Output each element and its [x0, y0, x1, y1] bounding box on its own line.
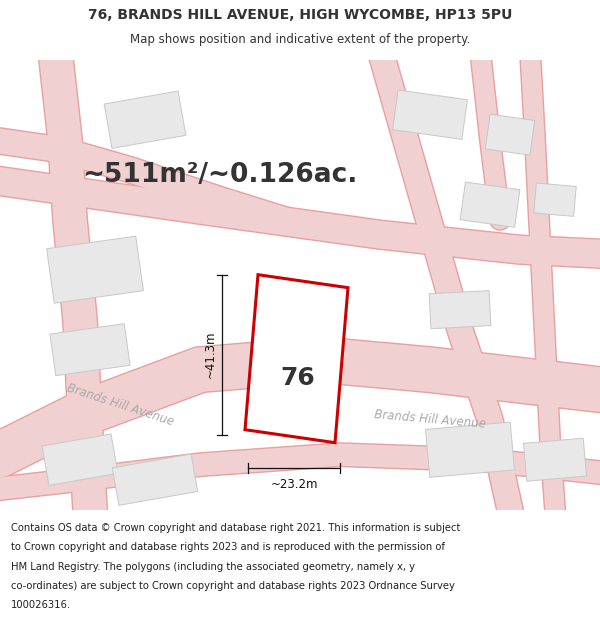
- Bar: [104, 91, 186, 148]
- Text: Brands Hill Avenue: Brands Hill Avenue: [374, 408, 486, 431]
- Text: ~511m²/~0.126ac.: ~511m²/~0.126ac.: [82, 162, 358, 188]
- Text: 100026316.: 100026316.: [11, 600, 71, 610]
- Bar: [429, 291, 491, 329]
- Bar: [50, 324, 130, 376]
- Bar: [523, 438, 587, 481]
- Text: Map shows position and indicative extent of the property.: Map shows position and indicative extent…: [130, 32, 470, 46]
- Text: 76, BRANDS HILL AVENUE, HIGH WYCOMBE, HP13 5PU: 76, BRANDS HILL AVENUE, HIGH WYCOMBE, HP…: [88, 8, 512, 21]
- Text: ~41.3m: ~41.3m: [204, 331, 217, 378]
- Bar: [485, 114, 535, 155]
- Polygon shape: [245, 275, 348, 442]
- Text: Brands Hill Avenue: Brands Hill Avenue: [65, 381, 175, 428]
- Text: co-ordinates) are subject to Crown copyright and database rights 2023 Ordnance S: co-ordinates) are subject to Crown copyr…: [11, 581, 455, 591]
- Bar: [112, 454, 197, 506]
- Bar: [534, 183, 576, 216]
- Bar: [42, 434, 118, 486]
- Bar: [425, 422, 514, 478]
- Bar: [47, 236, 143, 303]
- Bar: [460, 182, 520, 228]
- Text: Contains OS data © Crown copyright and database right 2021. This information is : Contains OS data © Crown copyright and d…: [11, 523, 460, 533]
- Text: ~23.2m: ~23.2m: [270, 478, 318, 491]
- Bar: [392, 90, 467, 139]
- Text: 76: 76: [281, 366, 316, 390]
- Text: to Crown copyright and database rights 2023 and is reproduced with the permissio: to Crown copyright and database rights 2…: [11, 542, 445, 552]
- Text: HM Land Registry. The polygons (including the associated geometry, namely x, y: HM Land Registry. The polygons (includin…: [11, 561, 415, 571]
